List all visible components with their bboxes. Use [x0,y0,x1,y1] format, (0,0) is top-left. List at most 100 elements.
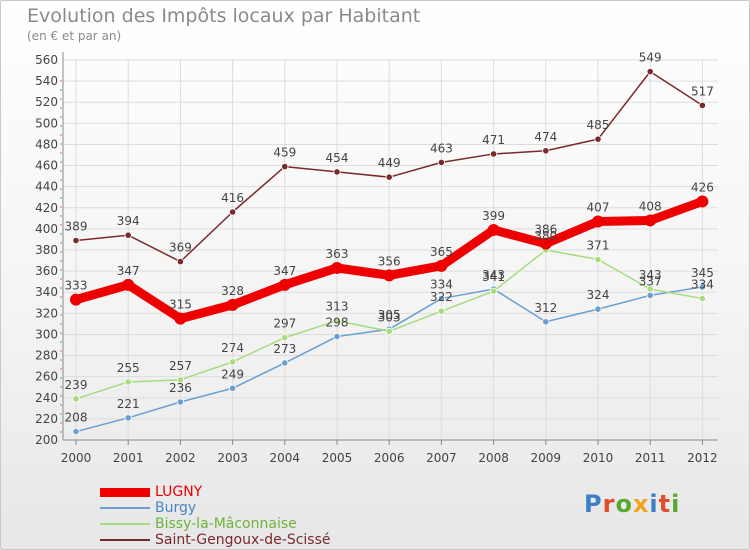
x-tick-label: 2008 [478,451,509,465]
x-tick-label: 2009 [531,451,562,465]
data-label: 337 [639,274,662,288]
data-label: 365 [430,245,453,259]
data-point [278,278,291,291]
data-point [594,135,602,143]
x-tick-label: 2004 [270,451,301,465]
data-label: 324 [587,288,610,302]
data-label: 333 [65,279,88,293]
legend-label: Bissy-la-Mâconnaise [155,516,297,532]
data-label: 399 [482,209,505,223]
y-tick-label: 200 [35,433,58,447]
x-tick-label: 2010 [583,451,614,465]
data-point [698,101,707,109]
chart-subtitle: (en € et par an) [27,29,122,43]
data-label: 303 [378,310,401,324]
y-tick-label: 260 [35,370,58,384]
y-tick-label: 240 [35,391,58,405]
data-label: 459 [273,146,296,160]
data-point [72,236,80,245]
y-tick-label: 500 [35,116,58,130]
data-label: 305 [378,308,401,322]
data-point [176,376,184,384]
data-point [489,287,498,295]
y-tick-label: 220 [35,412,58,426]
data-point [487,223,500,236]
data-point [174,312,187,325]
data-label: 389 [65,220,88,234]
y-tick-label: 420 [35,201,58,215]
x-tick-label: 2007 [426,451,457,465]
y-tick-label: 520 [35,95,58,109]
x-tick-label: 2001 [113,451,144,465]
data-point [646,291,654,299]
y-tick-label: 480 [35,137,58,151]
data-label: 313 [326,300,349,314]
data-label: 221 [117,397,140,411]
data-point [72,395,80,403]
data-point [122,278,135,291]
data-label: 347 [117,264,140,278]
y-tick-label: 360 [35,264,58,278]
data-point [229,358,237,366]
data-point [542,318,550,326]
x-tick-label: 2005 [322,451,353,465]
data-point [226,298,239,311]
data-label: 315 [169,298,192,312]
data-label: 255 [117,361,140,375]
data-point [229,384,237,392]
x-tick-label: 2012 [687,451,718,465]
data-label: 334 [430,278,453,292]
legend-swatch [100,488,150,497]
data-point [698,283,707,291]
data-point [176,258,184,266]
y-tick-label: 460 [35,159,58,173]
data-label: 343 [482,268,505,282]
data-point [383,269,396,282]
data-label: 463 [430,141,453,155]
data-label: 517 [691,84,714,98]
data-label: 208 [65,411,88,425]
data-point [333,317,341,325]
axes: 200 220 240 260 280 300 320 340 360 380 400 420 440 4… [35,52,718,465]
data-point [331,261,343,274]
data-point [646,285,654,293]
data-point [385,327,393,335]
data-point [281,163,289,171]
data-point [698,294,707,303]
data-label: 249 [221,367,244,381]
legend-label: Saint-Gengoux-de-Scissé [155,532,331,548]
data-point [70,293,82,306]
data-label: 347 [273,264,296,278]
data-label: 334 [691,278,714,292]
legend-item: LUGNY [100,484,400,500]
data-point [594,305,602,313]
data-label: 449 [378,156,401,170]
data-label: 345 [691,266,714,280]
data-point [72,427,80,436]
data-point [644,214,657,227]
data-point [229,208,237,216]
data-label: 408 [639,199,662,213]
data-point [124,231,132,239]
data-label: 356 [378,254,401,268]
data-label: 274 [221,341,244,355]
legend-swatch [100,539,150,541]
data-label: 471 [482,133,505,147]
chart-title: Evolution des Impôts locaux par Habitant [27,5,421,27]
data-label: 328 [221,284,244,298]
data-point [437,307,445,315]
data-label: 394 [117,214,140,228]
legend-swatch [100,523,150,525]
data-point [176,398,184,406]
data-point [592,215,604,228]
data-label: 297 [273,317,296,331]
y-tick-label: 400 [35,222,58,236]
series-lines [70,68,709,436]
data-label: 312 [534,301,557,315]
data-label: 363 [326,247,349,261]
data-point [594,255,602,264]
y-tick-label: 440 [35,180,58,194]
data-label: 257 [169,359,192,373]
data-point [539,237,552,250]
